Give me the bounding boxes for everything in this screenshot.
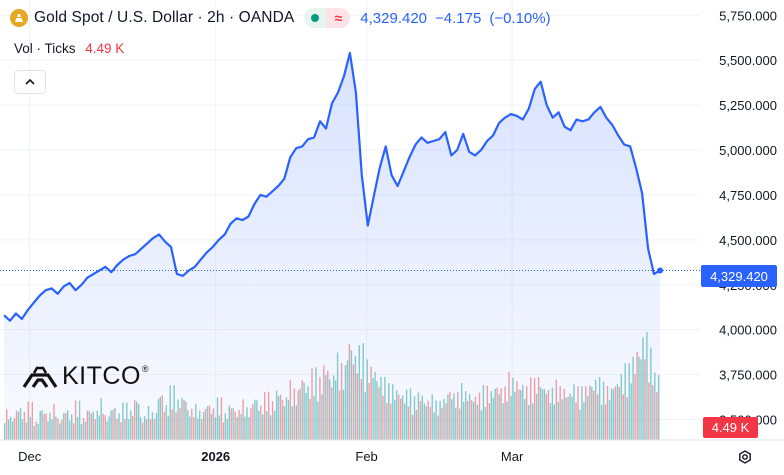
market-status[interactable]: ≈ bbox=[304, 8, 351, 28]
last-price-tag: 4,329.420 bbox=[701, 265, 777, 287]
kitco-logo-mark bbox=[22, 366, 58, 388]
price-change-percent: (−0.10%) bbox=[489, 9, 551, 27]
last-value: 4,329.420 bbox=[360, 9, 428, 27]
gold-coin-icon[interactable] bbox=[10, 9, 28, 27]
market-open-dot-icon bbox=[304, 8, 327, 28]
volume-tag: 4.49 K bbox=[703, 417, 758, 438]
x-axis[interactable]: Dec 2026 Feb Mar bbox=[18, 449, 524, 464]
price-area-fill bbox=[4, 53, 660, 440]
last-price-dot bbox=[657, 267, 663, 274]
volume-legend[interactable]: Vol · Ticks 4.49 K bbox=[14, 41, 124, 56]
y-tick-label: 5,000.000 bbox=[719, 143, 777, 158]
gear-icon[interactable] bbox=[736, 448, 754, 466]
price-line bbox=[3, 51, 661, 322]
kitco-logo-text: KITCO bbox=[62, 362, 141, 390]
price-change: −4.175 bbox=[435, 9, 482, 27]
y-tick-label: 5,750.000 bbox=[719, 8, 777, 23]
symbol-title[interactable]: Gold Spot / U.S. Dollar · 2h · OANDA bbox=[34, 9, 295, 26]
chart-header: Gold Spot / U.S. Dollar · 2h · OANDA ≈ 4… bbox=[10, 8, 551, 28]
registered-mark: ® bbox=[141, 364, 149, 374]
x-tick-label: 2026 bbox=[201, 449, 230, 464]
x-tick-label: Mar bbox=[501, 449, 524, 464]
y-tick-label: 5,250.000 bbox=[719, 98, 777, 113]
volume-label: Vol · Ticks bbox=[14, 41, 76, 56]
y-tick-label: 3,750.000 bbox=[719, 368, 777, 383]
x-tick-label: Feb bbox=[355, 449, 377, 464]
chevron-up-icon bbox=[25, 78, 35, 85]
y-tick-label: 4,000.000 bbox=[719, 323, 777, 338]
kitco-logo: KITCO ® bbox=[22, 362, 149, 391]
collapse-legend-button[interactable] bbox=[14, 70, 46, 94]
wave-icon: ≈ bbox=[326, 8, 351, 28]
y-tick-label: 5,500.000 bbox=[719, 53, 777, 68]
y-axis[interactable]: 5,750.000 5,500.000 5,250.000 5,000.000 4,75… bbox=[719, 8, 777, 427]
y-tick-label: 4,750.000 bbox=[719, 188, 777, 203]
volume-value: 4.49 K bbox=[85, 41, 125, 56]
x-tick-label: Dec bbox=[18, 449, 42, 464]
y-tick-label: 4,500.000 bbox=[719, 233, 777, 248]
